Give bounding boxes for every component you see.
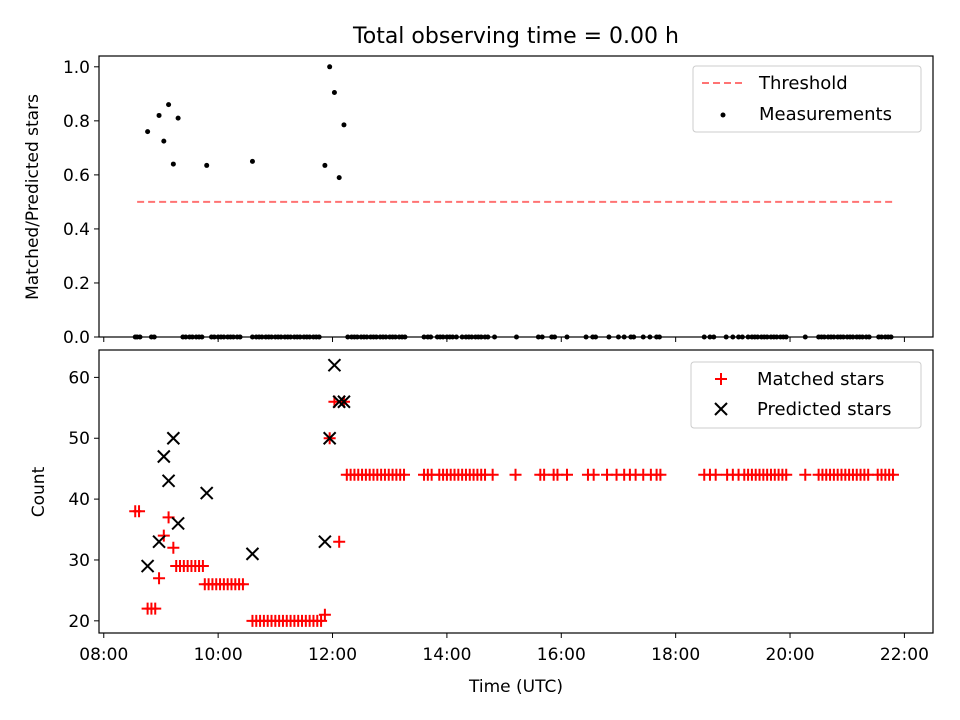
- bottom-plot-frame: [98, 349, 934, 634]
- measurement-point: [336, 175, 342, 181]
- measurement-point: [331, 89, 337, 95]
- chart-title: Total observing time = 0.00 h: [352, 24, 679, 49]
- predicted-star-point: [199, 486, 214, 500]
- predicted-star-point: [157, 449, 171, 464]
- x-axis-label: Time (UTC): [468, 677, 563, 697]
- matched-star-point: [315, 614, 328, 627]
- legend-measurements-swatch: [720, 112, 726, 118]
- matched-star-point: [509, 468, 522, 481]
- bottom-x-tick-label: 20:00: [766, 645, 815, 665]
- matched-star-point: [153, 572, 166, 585]
- top-y-ticks: 0.0 0.2 0.4 0.6 0.8 1.0: [63, 58, 99, 348]
- measurement-point: [175, 115, 181, 121]
- predicted-star-point: [171, 516, 185, 531]
- measurement-point: [341, 122, 347, 128]
- measurement-point: [327, 64, 333, 70]
- measurement-point: [156, 112, 162, 118]
- bottom-y-tick-label: 60: [68, 368, 90, 388]
- legend-matched-label: Matched stars: [757, 369, 884, 390]
- matched-star-point: [654, 468, 667, 481]
- bottom-plot-marks: [129, 358, 899, 627]
- predicted-star-point: [322, 431, 337, 445]
- matched-star-point: [133, 505, 146, 518]
- matched-star-point: [587, 468, 600, 481]
- matched-star-point: [709, 468, 722, 481]
- bottom-x-tick-label: 10:00: [194, 645, 243, 665]
- matched-star-point: [149, 602, 162, 615]
- bottom-x-tick-label: 22:00: [880, 645, 929, 665]
- predicted-star-point: [166, 431, 181, 445]
- matched-star-point: [167, 541, 180, 554]
- matched-star-point: [196, 560, 209, 573]
- measurement-point: [161, 138, 167, 144]
- matched-star-point: [486, 468, 499, 481]
- predicted-star-point: [318, 535, 332, 549]
- top-y-tick-label: 0.0: [63, 328, 90, 348]
- matched-star-point: [236, 578, 249, 591]
- top-y-tick-label: 1.0: [63, 58, 90, 78]
- top-plot-frame: [98, 55, 934, 338]
- predicted-star-point: [245, 547, 260, 561]
- top-legend: Threshold Measurements: [692, 65, 922, 133]
- predicted-star-point: [337, 395, 351, 409]
- bottom-x-tick-label: 12:00: [308, 645, 357, 665]
- predicted-star-point: [152, 535, 166, 549]
- legend-predicted-label: Predicted stars: [757, 399, 891, 420]
- top-y-tick-label: 0.6: [63, 166, 90, 186]
- measurement-point: [204, 162, 210, 168]
- top-y-axis-label: Matched/Predicted stars: [23, 94, 43, 300]
- bottom-y-tick-label: 30: [68, 551, 90, 571]
- bottom-subplot: 20 30 40 50 60 08:00 10:00 12:00 14:00 16:00 18:0…: [29, 349, 934, 697]
- matched-star-point: [560, 468, 573, 481]
- measurement-point: [249, 158, 255, 164]
- bottom-x-ticks: 08:00 10:00 12:00 14:00 16:00 18:00 20:00 22:00: [79, 633, 929, 665]
- bottom-legend-box: [690, 361, 922, 429]
- bottom-y-ticks: 20 30 40 50 60: [68, 368, 99, 632]
- top-subplot: Total observing time = 0.00 h 0.00.20.40…: [23, 24, 934, 348]
- top-legend-box: [692, 65, 922, 133]
- legend-matched-swatch: [715, 373, 727, 385]
- bottom-x-tick-label: 14:00: [422, 645, 471, 665]
- measurement-point: [145, 129, 151, 135]
- bottom-y-tick-label: 20: [68, 612, 90, 632]
- measurement-point: [170, 161, 176, 167]
- legend-measurements-label: Measurements: [759, 104, 892, 125]
- bottom-y-axis-label: Count: [29, 466, 49, 517]
- top-y-tick-label: 0.8: [63, 112, 90, 132]
- bottom-x-tick-label: 08:00: [79, 645, 128, 665]
- bottom-legend: Matched stars Predicted stars: [690, 361, 922, 429]
- matched-star-point: [780, 468, 793, 481]
- measurement-point: [322, 162, 328, 168]
- top-y-tick-label: 0.2: [63, 274, 90, 294]
- bottom-x-tick-label: 18:00: [651, 645, 700, 665]
- matched-star-point: [398, 468, 411, 481]
- predicted-star-point: [332, 395, 346, 409]
- legend-predicted-swatch: [714, 402, 728, 416]
- matched-star-point: [333, 535, 346, 548]
- bottom-y-tick-label: 40: [68, 490, 90, 510]
- matched-star-point: [886, 468, 899, 481]
- measurement-point: [166, 102, 172, 108]
- legend-threshold-label: Threshold: [758, 73, 848, 94]
- top-x-ticks: [103, 337, 905, 342]
- matched-star-point: [799, 468, 812, 481]
- predicted-star-point: [327, 358, 342, 372]
- top-y-tick-label: 0.4: [63, 220, 90, 240]
- bottom-x-tick-label: 16:00: [537, 645, 586, 665]
- matched-star-point: [318, 608, 331, 621]
- bottom-y-tick-label: 50: [68, 429, 90, 449]
- predicted-star-point: [140, 559, 155, 573]
- predicted-star-point: [161, 474, 176, 488]
